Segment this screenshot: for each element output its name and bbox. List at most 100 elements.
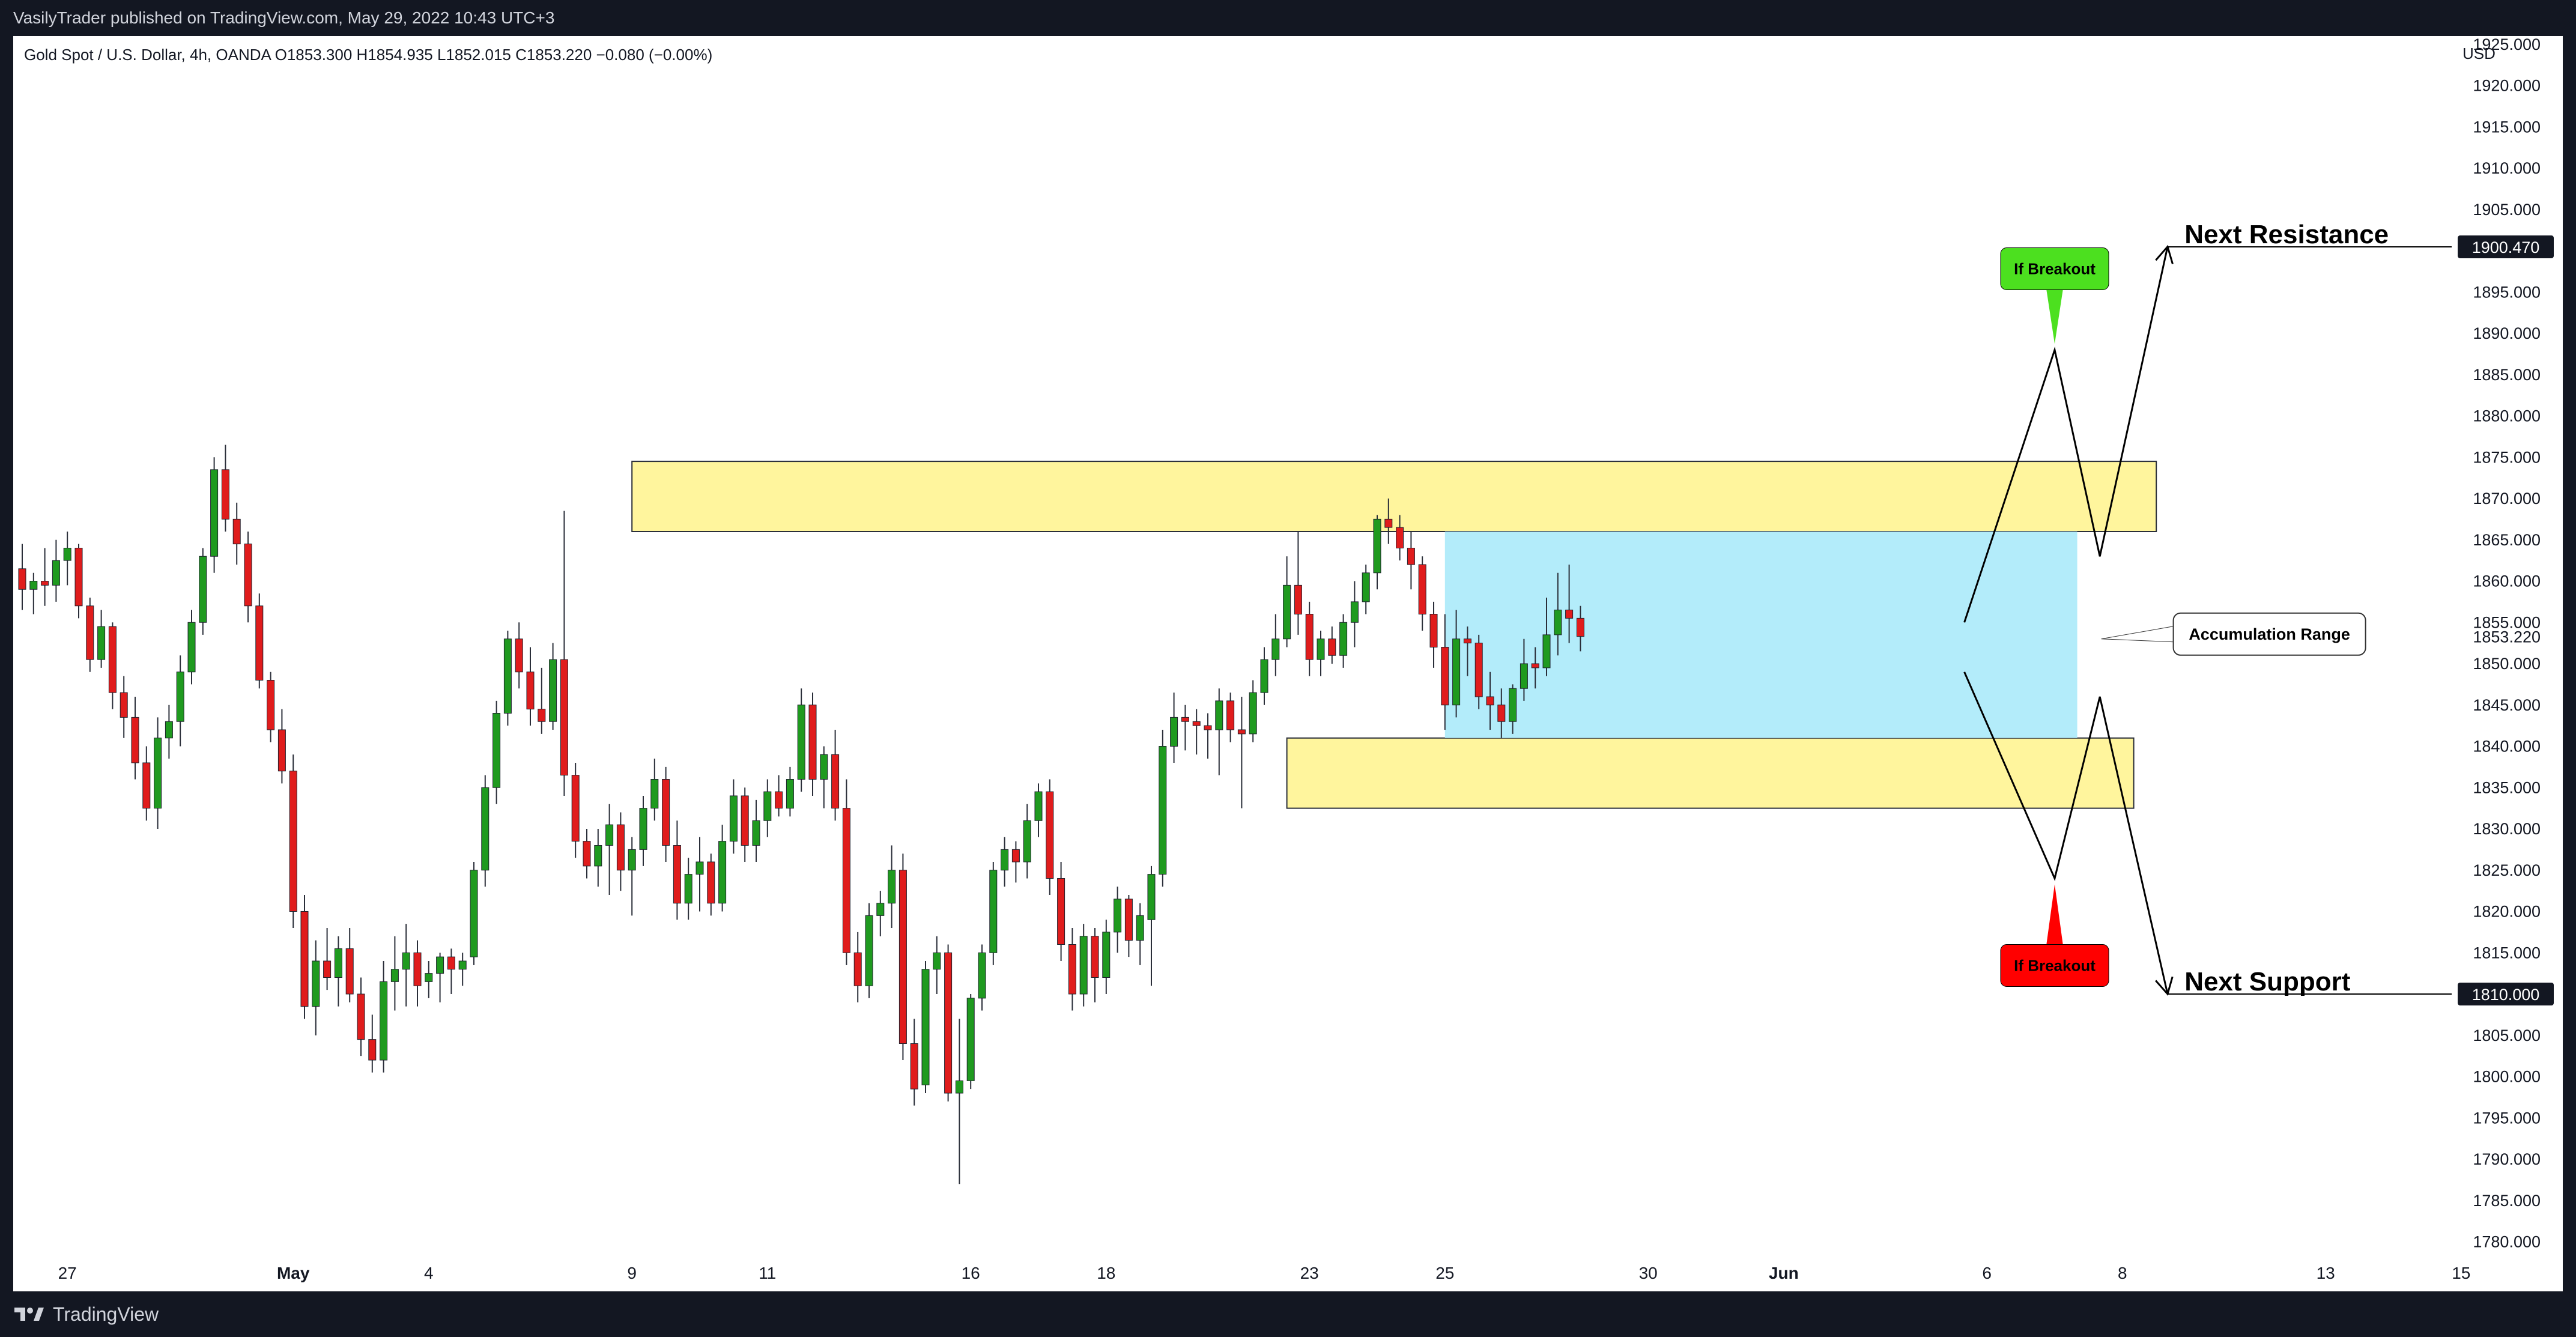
candle	[1339, 614, 1348, 668]
candle-body	[741, 795, 749, 846]
candle	[673, 820, 681, 920]
candle-body	[357, 993, 365, 1040]
y-tick-label: 1910.000	[2473, 159, 2541, 177]
candle	[97, 610, 106, 668]
candle-body	[481, 787, 489, 871]
candle	[1396, 515, 1404, 561]
candle	[1271, 614, 1280, 676]
candle-body	[842, 808, 850, 953]
candle	[560, 511, 568, 796]
candle-body	[1520, 663, 1528, 689]
candle-body	[18, 568, 26, 590]
candle-body	[628, 849, 636, 871]
candle-body	[1159, 746, 1167, 875]
candle	[526, 647, 535, 726]
footer: TradingView	[0, 1291, 2576, 1337]
candle	[221, 444, 229, 532]
candle	[1068, 928, 1076, 1011]
candle-body	[662, 779, 670, 846]
candle-body	[244, 544, 252, 607]
candle-body	[1102, 932, 1111, 978]
candle-body	[41, 581, 49, 586]
candle-body	[210, 469, 219, 557]
candle	[199, 548, 207, 635]
candle-body	[1317, 638, 1325, 660]
candle-body	[1565, 610, 1574, 619]
candle-body	[583, 841, 591, 867]
candle-body	[436, 956, 444, 974]
candle-body	[142, 762, 151, 809]
candle	[1509, 684, 1517, 734]
callout-label: Accumulation Range	[2189, 625, 2350, 643]
candle	[741, 787, 749, 862]
candle-body	[1554, 610, 1562, 635]
candle	[583, 829, 591, 879]
candle-body	[447, 956, 455, 970]
candle-body	[571, 775, 580, 842]
callout-pointer	[2101, 626, 2174, 643]
y-tick-label: 1925.000	[2473, 36, 2541, 53]
candle-body	[560, 659, 568, 776]
y-tick-label: 1790.000	[2473, 1150, 2541, 1168]
candle	[1362, 565, 1370, 614]
candle	[52, 539, 60, 602]
candle-body	[966, 998, 975, 1081]
currency-label: USD	[2462, 44, 2496, 62]
candle	[1260, 647, 1268, 705]
candle-body	[538, 709, 546, 722]
candle	[1407, 532, 1415, 590]
candle	[267, 672, 275, 742]
candle-body	[1339, 622, 1348, 656]
candle-body	[786, 779, 794, 809]
level-text: Next Resistance	[2184, 220, 2389, 249]
candle-body	[154, 738, 162, 809]
candle	[1159, 730, 1167, 887]
x-tick-label: 16	[962, 1264, 980, 1282]
candle-body	[752, 820, 760, 846]
y-tick-label: 1865.000	[2473, 531, 2541, 549]
candle	[18, 544, 26, 610]
candle	[955, 1019, 963, 1184]
candle	[74, 544, 83, 619]
candle-body	[1396, 527, 1404, 548]
candle-body	[1124, 899, 1133, 941]
y-tick-label: 1905.000	[2473, 201, 2541, 219]
y-tick-label: 1815.000	[2473, 944, 2541, 962]
candle-body	[368, 1039, 377, 1061]
candle	[831, 730, 840, 821]
candle-body	[1170, 717, 1178, 747]
y-tick-label: 1840.000	[2473, 738, 2541, 756]
candle-body	[616, 824, 625, 871]
candle	[447, 948, 455, 994]
candle	[255, 593, 264, 689]
y-tick-label: 1780.000	[2473, 1233, 2541, 1251]
candle	[1350, 581, 1359, 647]
resistance-zone	[631, 461, 2157, 532]
y-tick-label: 1805.000	[2473, 1026, 2541, 1044]
candle-body	[808, 705, 817, 780]
candle	[515, 622, 523, 689]
candle-body	[289, 771, 297, 912]
candle	[368, 1014, 377, 1073]
y-tick-label: 1915.000	[2473, 118, 2541, 136]
candle	[323, 928, 332, 990]
candle-body	[1226, 700, 1235, 730]
candle	[1249, 680, 1257, 742]
candle-body	[876, 903, 885, 916]
candle-body	[944, 952, 953, 1094]
candle-body	[1046, 791, 1054, 879]
candle-body	[1463, 638, 1471, 644]
candle-body	[1305, 614, 1314, 660]
candle	[616, 812, 625, 891]
candle	[345, 928, 354, 1002]
level-badge: 1900.470	[2472, 238, 2540, 256]
x-tick-label: May	[277, 1264, 310, 1282]
candle-body	[933, 952, 941, 970]
candle	[436, 953, 444, 1002]
footer-brand: TradingView	[53, 1303, 159, 1325]
candle	[1114, 887, 1122, 953]
chart-area[interactable]: Next Resistance Next Support If Breakout I…	[13, 35, 2563, 1291]
callout-box	[2000, 944, 2109, 987]
candle	[481, 775, 489, 887]
